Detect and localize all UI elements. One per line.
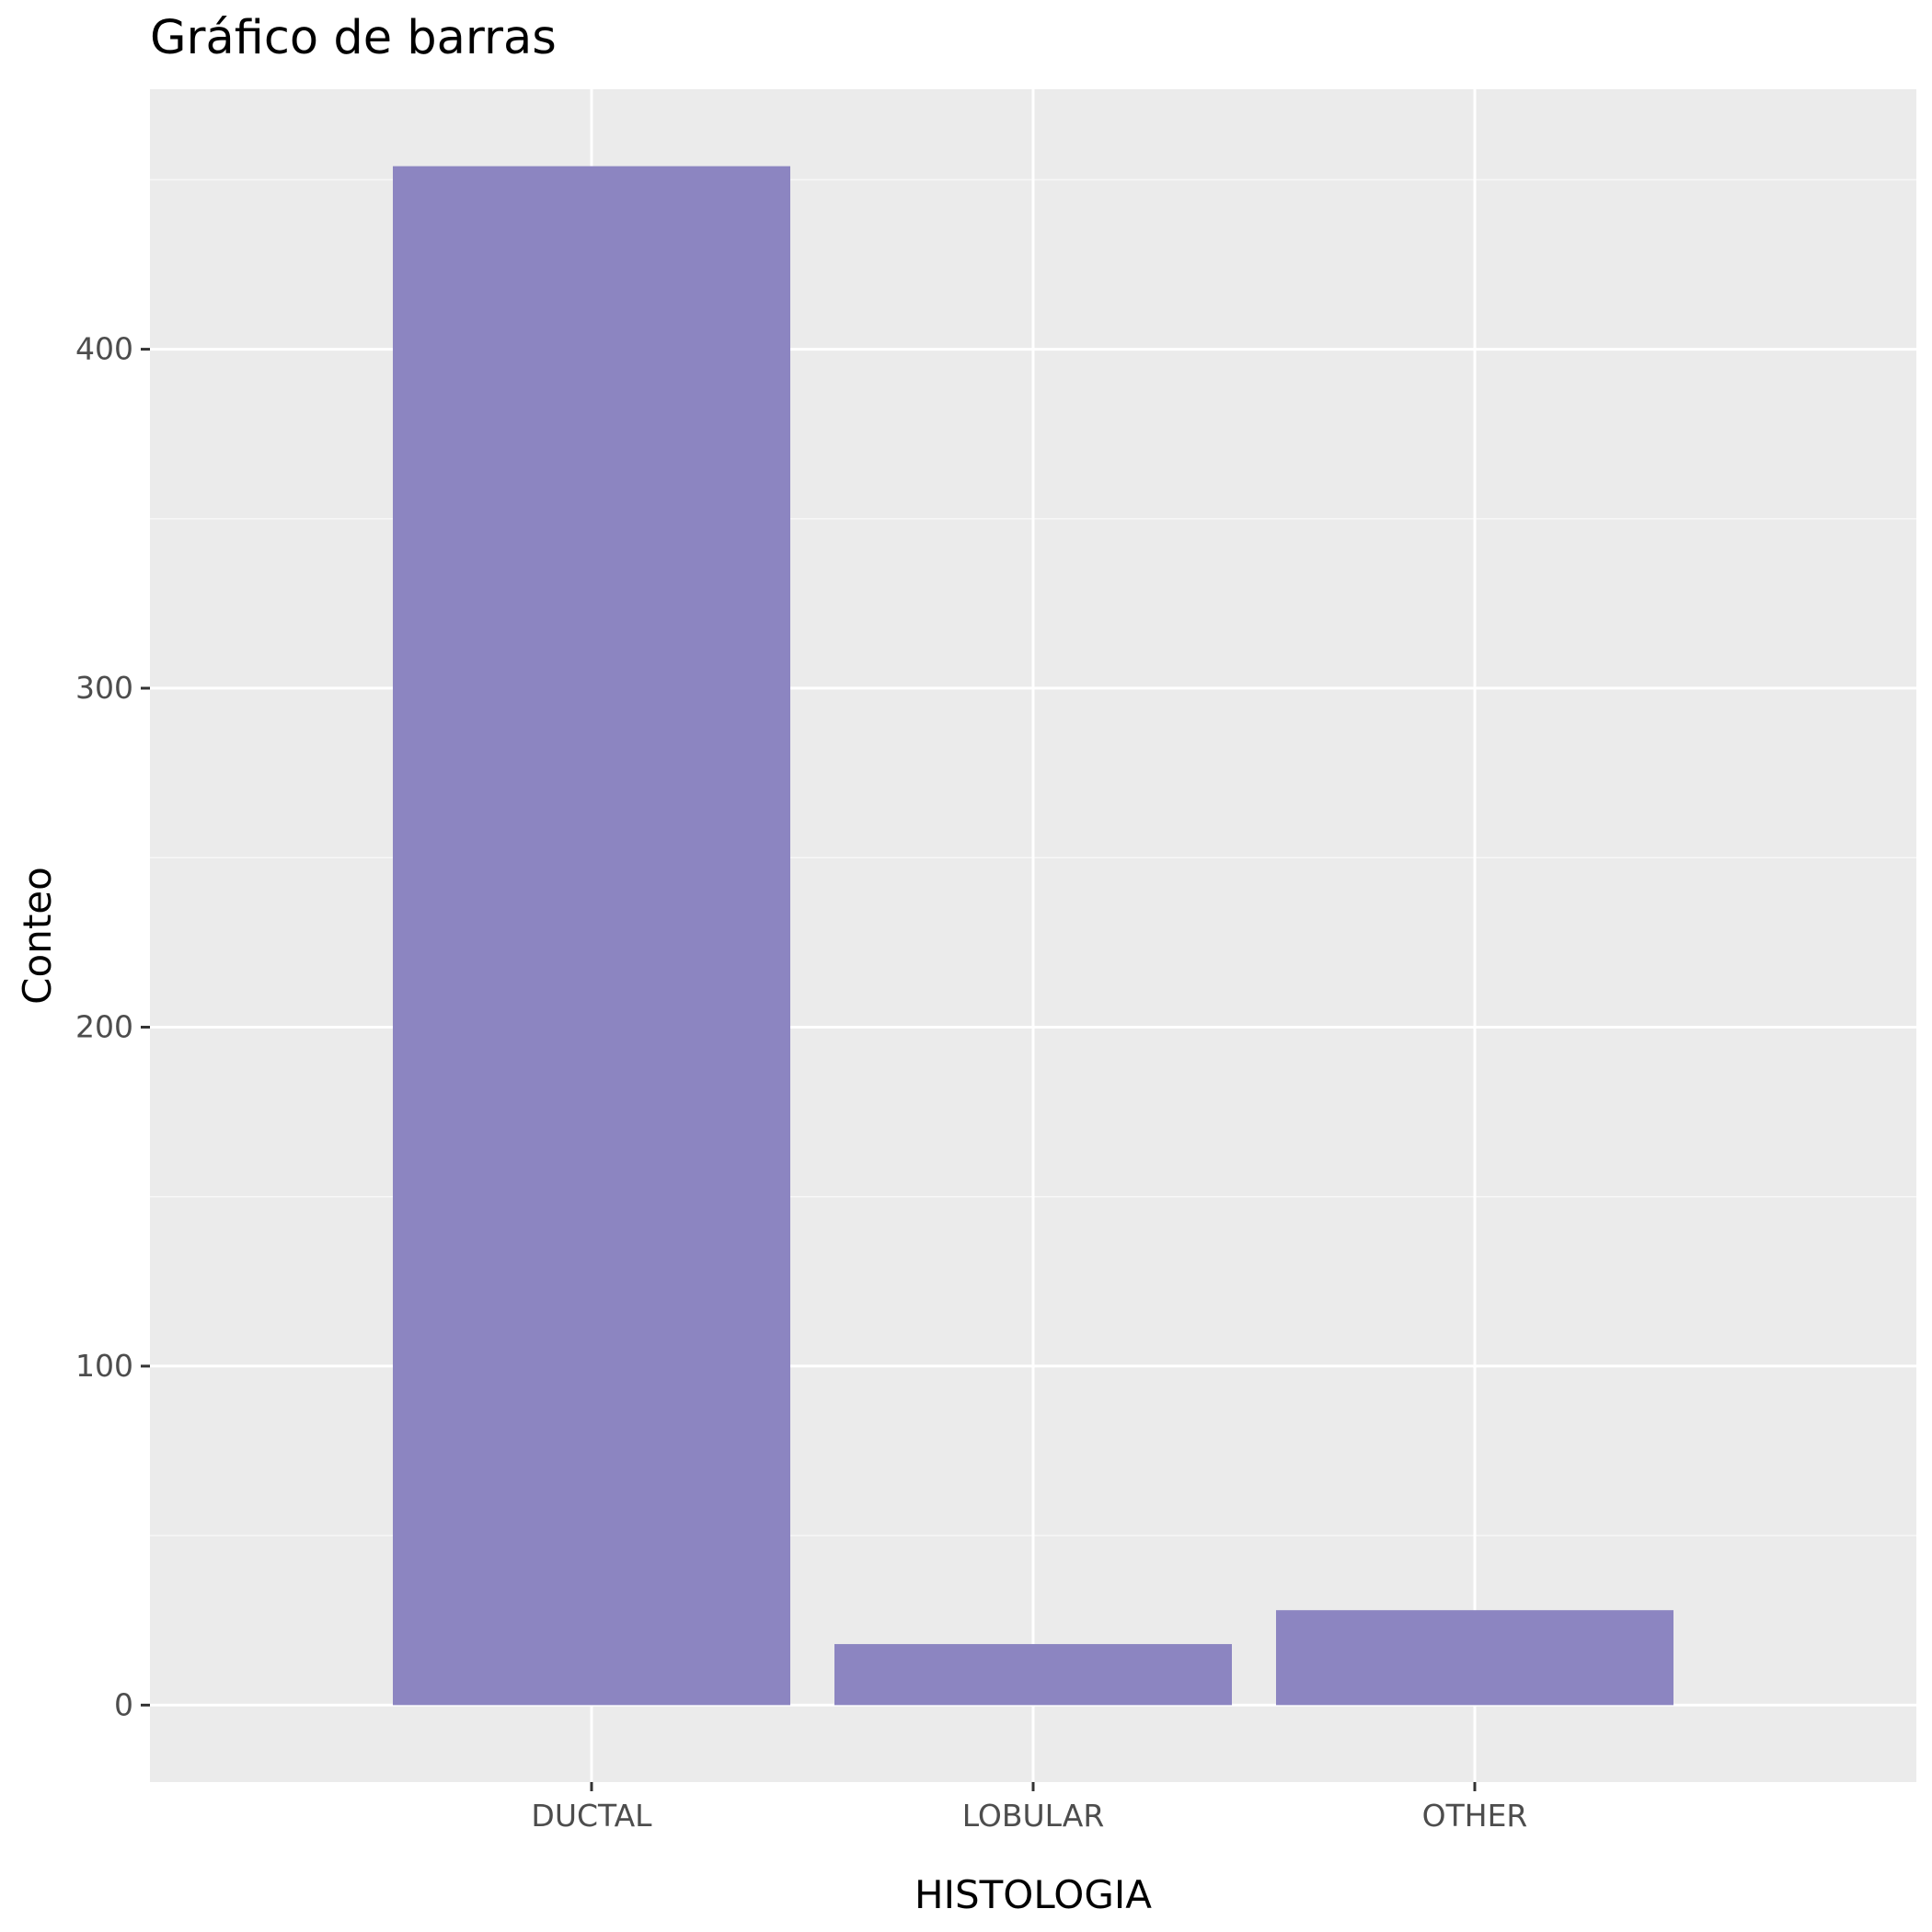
y-tick-label: 100 bbox=[75, 1348, 133, 1384]
bar-lobular bbox=[834, 1644, 1232, 1706]
x-axis-title: HISTOLOGIA bbox=[914, 1872, 1152, 1917]
y-tick-label: 400 bbox=[75, 331, 133, 367]
bars bbox=[393, 166, 1673, 1706]
y-axis: 0 100 200 300 400 bbox=[75, 331, 150, 1722]
y-tick-label: 200 bbox=[75, 1008, 133, 1044]
bar-other bbox=[1276, 1610, 1673, 1706]
y-tick-label: 300 bbox=[75, 670, 133, 706]
x-axis: DUCTAL LOBULAR OTHER bbox=[531, 1782, 1527, 1834]
x-tick-label: OTHER bbox=[1422, 1798, 1528, 1834]
bar-ductal bbox=[393, 166, 790, 1706]
y-axis-title: Conteo bbox=[15, 867, 60, 1005]
x-tick-label: LOBULAR bbox=[962, 1798, 1105, 1834]
x-tick-label: DUCTAL bbox=[531, 1798, 652, 1834]
y-tick-label: 0 bbox=[114, 1686, 133, 1722]
chart-title: Gráfico de barras bbox=[150, 11, 557, 65]
